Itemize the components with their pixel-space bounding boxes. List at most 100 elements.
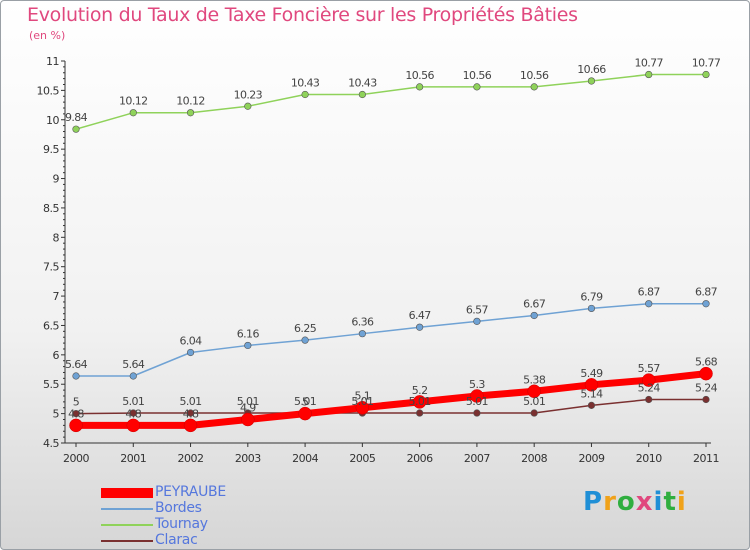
data-point-peyraube — [183, 418, 198, 433]
data-point-bordes — [702, 300, 710, 308]
data-label-peyraube: 5.68 — [695, 356, 718, 369]
data-label-clarac: 5.14 — [580, 387, 603, 400]
legend-swatch — [101, 540, 153, 542]
data-label-bordes: 6.16 — [237, 327, 260, 340]
data-label-clarac: 5.24 — [695, 382, 718, 395]
data-label-peyraube: 5.2 — [412, 384, 428, 397]
y-tick-label: 6 — [53, 349, 60, 362]
data-point-clarac — [530, 409, 538, 417]
data-point-clarac — [587, 401, 596, 409]
logo-letter: P — [583, 487, 604, 517]
logo-letter: o — [616, 487, 636, 517]
logo-letter: i — [676, 487, 687, 517]
x-tick-label: 2003 — [235, 452, 261, 465]
legend-swatch — [101, 508, 153, 510]
data-label-tournay: 10.43 — [291, 76, 320, 89]
x-tick-label: 2009 — [578, 452, 604, 465]
legend-label: Tournay — [155, 516, 208, 532]
data-label-peyraube: 4.8 — [68, 407, 84, 420]
data-point-bordes — [358, 330, 366, 338]
data-label-tournay: 10.23 — [234, 88, 263, 101]
data-label-tournay: 10.56 — [405, 69, 434, 82]
data-point-tournay — [530, 83, 538, 91]
data-label-clarac: 5.24 — [638, 382, 661, 395]
data-label-peyraube: 5.57 — [638, 362, 661, 375]
data-label-tournay: 10.12 — [119, 95, 148, 108]
data-point-peyraube — [412, 395, 427, 409]
y-tick-label: 6.5 — [43, 319, 59, 332]
data-label-peyraube: 4.8 — [183, 407, 199, 420]
logo-letter: r — [603, 487, 617, 517]
data-point-bordes — [72, 372, 80, 380]
series-line-bordes — [76, 302, 706, 377]
data-point-peyraube — [241, 412, 255, 427]
data-point-tournay — [587, 77, 596, 85]
data-point-tournay — [186, 109, 195, 117]
legend-swatch — [101, 524, 153, 526]
x-tick-label: 2000 — [63, 452, 89, 465]
data-point-tournay — [416, 83, 424, 91]
data-point-peyraube — [584, 378, 599, 392]
x-tick-label: 2002 — [178, 452, 204, 465]
legend-swatch — [101, 488, 153, 498]
data-label-tournay: 10.56 — [463, 69, 492, 82]
data-point-clarac — [416, 409, 424, 417]
data-label-tournay: 10.12 — [176, 95, 205, 108]
data-point-bordes — [530, 311, 538, 320]
data-label-peyraube: 5.38 — [523, 373, 546, 386]
data-point-bordes — [129, 372, 137, 380]
series-line-tournay — [75, 73, 706, 130]
data-point-bordes — [301, 336, 309, 344]
x-tick-label: 2011 — [693, 452, 719, 465]
data-point-bordes — [473, 317, 481, 325]
y-tick-label: 5 — [53, 408, 60, 421]
legend-label: Bordes — [155, 500, 202, 516]
data-label-clarac: 5.01 — [237, 395, 259, 408]
data-label-bordes: 6.36 — [351, 316, 374, 329]
y-tick-label: 10.5 — [37, 84, 60, 97]
y-tick-label: 9.5 — [43, 143, 59, 156]
y-tick-label: 11 — [46, 55, 59, 68]
series-line-clarac — [75, 398, 706, 415]
data-point-tournay — [72, 125, 80, 133]
data-point-clarac — [645, 395, 653, 404]
data-label-bordes: 5.64 — [65, 358, 88, 371]
data-label-tournay: 10.66 — [577, 63, 606, 76]
data-point-bordes — [186, 348, 195, 357]
data-point-tournay — [473, 83, 481, 91]
data-label-bordes: 6.25 — [294, 322, 317, 335]
x-tick-label: 2001 — [120, 452, 146, 465]
data-point-tournay — [358, 90, 366, 99]
x-tick-label: 2006 — [407, 452, 433, 465]
data-point-peyraube — [355, 400, 370, 415]
data-point-clarac — [186, 409, 195, 417]
data-point-clarac — [473, 409, 481, 417]
data-point-clarac — [702, 395, 710, 404]
data-label-clarac: 5.01 — [122, 395, 144, 408]
data-label-tournay: 10.56 — [520, 69, 549, 82]
proxiti-logo: Proxiti — [583, 487, 687, 517]
y-tick-label: 5.5 — [43, 378, 59, 391]
data-label-bordes: 6.04 — [179, 334, 202, 347]
data-point-bordes — [244, 341, 252, 350]
data-label-clarac: 5.01 — [179, 395, 201, 408]
x-tick-label: 2005 — [349, 452, 375, 465]
data-point-bordes — [587, 304, 596, 313]
y-tick-label: 7 — [53, 290, 60, 303]
data-point-tournay — [244, 102, 252, 110]
data-point-clarac — [129, 409, 137, 417]
data-label-peyraube: 5.1 — [355, 390, 371, 403]
data-label-bordes: 6.79 — [580, 290, 603, 303]
data-point-tournay — [301, 90, 309, 99]
data-point-peyraube — [69, 418, 83, 433]
chart-unit-label: (en %) — [29, 29, 66, 42]
x-tick-label: 2007 — [464, 452, 490, 465]
data-point-bordes — [645, 300, 653, 308]
y-tick-label: 8.5 — [43, 202, 59, 215]
data-label-peyraube: 5 — [302, 396, 309, 409]
data-point-peyraube — [470, 389, 484, 403]
y-tick-label: 8 — [53, 231, 60, 244]
data-point-peyraube — [126, 418, 141, 433]
data-label-clarac: 5.01 — [409, 395, 431, 408]
